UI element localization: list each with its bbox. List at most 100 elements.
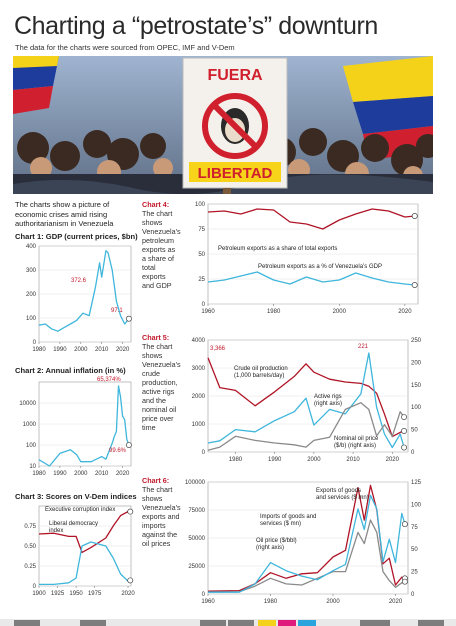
intro-text: The charts show a picture of economic cr… bbox=[15, 200, 114, 228]
chart5-series-line bbox=[207, 402, 405, 451]
chart2-xtick-label: 2020 bbox=[116, 471, 130, 477]
chart4-endpoint-marker bbox=[411, 213, 418, 219]
chart5-xtick-label: 1990 bbox=[268, 457, 282, 463]
chart5-ytick-label: 4000 bbox=[192, 338, 206, 344]
chart1-ytick-label: 400 bbox=[26, 244, 37, 250]
chart5-series-line bbox=[207, 357, 405, 438]
chart3-ytick-label: 0.50 bbox=[24, 544, 36, 550]
chart3-title: Chart 3: Scores on V-Dem indices bbox=[15, 492, 137, 501]
chart3-series-label: Liberal democracy index bbox=[49, 521, 98, 534]
chart1-xtick-label: 1990 bbox=[53, 347, 67, 353]
chart6-series-line bbox=[207, 484, 406, 592]
chart5-endpoint-marker bbox=[401, 444, 408, 451]
chart3-ytick-label: 0 bbox=[33, 584, 37, 590]
chart4-petroleum-exports: 0 25 50 75 100 1960 1980 2000 2020 Petroleum expo… bbox=[195, 202, 419, 315]
chart5-value-label: 3,366 bbox=[210, 346, 226, 352]
chart6-xtick-label: 2000 bbox=[326, 599, 340, 605]
chart5-text: The chart shows Venezuela’s crude produc… bbox=[142, 342, 181, 432]
chart6-ytick-label: 75000 bbox=[188, 508, 205, 514]
chart1-ytick-label: 300 bbox=[26, 268, 37, 274]
page-title: Charting a “petrostate’s” downturn bbox=[14, 12, 378, 40]
chart2-xtick-label: 2010 bbox=[95, 471, 109, 477]
chart6-xtick-label: 1960 bbox=[201, 599, 215, 605]
chart5-series-label: Active rigs (right axis) bbox=[314, 394, 342, 407]
chart2-ytick-label: 10 bbox=[29, 464, 36, 470]
chart4-ytick-label: 50 bbox=[198, 252, 205, 258]
chart5-ytick-label: 0 bbox=[202, 450, 206, 456]
chart1-xtick-label: 1980 bbox=[32, 347, 46, 353]
chart6-ytick-right-label: 25 bbox=[411, 570, 418, 576]
chart6-ytick-label: 0 bbox=[202, 592, 206, 598]
chart5-ytick-right-label: 200 bbox=[411, 360, 422, 366]
chart1-series-line bbox=[38, 250, 130, 332]
chart5-endpoint-marker bbox=[401, 428, 408, 434]
chart3-series-label: Executive corruption index bbox=[45, 507, 115, 513]
chart6-xtick-label: 1980 bbox=[264, 599, 278, 605]
chart6-series-label: Oil price ($/bbl) (right axis) bbox=[256, 538, 297, 551]
chart6-series-line bbox=[207, 519, 406, 593]
sign-word-fuera: FUERA bbox=[207, 67, 263, 84]
page-subtitle: The data for the charts were sourced fro… bbox=[15, 43, 235, 52]
chart4-ytick-label: 0 bbox=[202, 302, 206, 308]
chart2-xtick-label: 1990 bbox=[53, 471, 67, 477]
chart5-ytick-right-label: 50 bbox=[411, 428, 418, 434]
chart3-xtick-label: 1900 bbox=[32, 591, 46, 597]
chart3-series-line bbox=[38, 510, 131, 554]
chart2-endpoint-marker bbox=[125, 442, 132, 448]
chart4-endpoint-marker bbox=[411, 282, 418, 288]
chart4-text: The chart shows Venezuela’s petroleum ex… bbox=[142, 209, 181, 290]
chart4-series-label: Petroleum exports as a % of Venezuela’s … bbox=[258, 264, 382, 270]
chart1-gdp: 0 100 200 300 400 1980 1990 2000 2010 2020 372.6 97… bbox=[26, 244, 132, 353]
chart4-description: Chart 4: The chart shows Venezuela’s pet… bbox=[142, 200, 181, 290]
chart4-xtick-label: 2000 bbox=[333, 309, 347, 315]
chart5-crude-rigs-price: 0 1000 2000 3000 4000 0 50 100 150 200 250 1980 1990… bbox=[192, 338, 422, 463]
chart5-description: Chart 5: The chart shows Venezuela’s cru… bbox=[142, 333, 181, 432]
chart5-series-label: Nominal oil price ($/b) (right axis) bbox=[334, 436, 379, 449]
chart3-xtick-label: 1925 bbox=[51, 591, 65, 597]
chart6-ytick-right-label: 50 bbox=[411, 547, 418, 553]
chart5-value-label: 221 bbox=[358, 344, 369, 350]
chart2-inflation: 10 100 1000 10000 1980 1990 2000 2010 2020 65,374… bbox=[19, 377, 132, 477]
chart5-ytick-label: 3000 bbox=[192, 366, 206, 372]
chart5-ytick-right-label: 150 bbox=[411, 383, 422, 389]
chart6-text: The chart shows Venezuela’s exports and … bbox=[142, 485, 181, 548]
chart2-ytick-label: 1000 bbox=[23, 422, 37, 428]
chart6-label: Chart 6: bbox=[142, 476, 170, 485]
chart6-ytick-right-label: 75 bbox=[411, 525, 418, 531]
chart6-ytick-right-label: 100 bbox=[411, 502, 422, 508]
chart6-series-label: Imports of goods and services ($ mn) bbox=[260, 514, 316, 527]
chart5-series-label: Crude oil production (1,000 barrels/day) bbox=[234, 366, 288, 379]
footer-color-strip bbox=[0, 619, 456, 626]
chart2-xtick-label: 2000 bbox=[74, 471, 88, 477]
chart6-ytick-label: 25000 bbox=[188, 564, 205, 570]
chart3-xtick-label: 1975 bbox=[88, 591, 102, 597]
chart4-xtick-label: 2020 bbox=[398, 309, 412, 315]
chart5-endpoint-marker bbox=[401, 414, 408, 421]
chart3-xtick-label: 1950 bbox=[69, 591, 83, 597]
chart5-ytick-right-label: 100 bbox=[411, 405, 422, 411]
chart2-ytick-label: 100 bbox=[26, 443, 37, 449]
chart1-ytick-label: 100 bbox=[26, 316, 37, 322]
chart4-xtick-label: 1980 bbox=[267, 309, 281, 315]
chart4-ytick-label: 100 bbox=[195, 202, 206, 208]
chart5-xtick-label: 2020 bbox=[386, 457, 400, 463]
chart3-endpoint-marker bbox=[127, 508, 134, 515]
chart3-ytick-label: 0.25 bbox=[24, 564, 36, 570]
chart2-title: Chart 2: Annual inflation (in %) bbox=[15, 366, 126, 375]
chart5-ytick-right-label: 250 bbox=[411, 338, 422, 344]
chart6-ytick-label: 100000 bbox=[185, 480, 206, 486]
chart1-value-label: 97.1 bbox=[111, 308, 123, 314]
protest-photo: FUERA LIBERTAD bbox=[13, 56, 433, 194]
chart5-xtick-label: 2000 bbox=[307, 457, 321, 463]
chart6-endpoint-marker bbox=[401, 521, 408, 528]
chart3-vdem: 0 0.25 0.50 0.75 1900 1925 1950 1975 2020 Executi… bbox=[24, 505, 135, 597]
chart4-series-label: Petroleum exports as a share of total ex… bbox=[218, 246, 337, 252]
sign-word-libertad: LIBERTAD bbox=[198, 165, 273, 182]
chart3-series-line bbox=[39, 541, 131, 586]
chart6-description: Chart 6: The chart shows Venezuela’s exp… bbox=[142, 476, 181, 548]
chart4-xtick-label: 1960 bbox=[201, 309, 215, 315]
chart1-value-label: 372.6 bbox=[71, 278, 87, 284]
chart6-endpoint-marker bbox=[401, 578, 408, 585]
chart2-ytick-label: 10000 bbox=[19, 401, 36, 407]
chart1-ytick-label: 200 bbox=[26, 292, 37, 298]
